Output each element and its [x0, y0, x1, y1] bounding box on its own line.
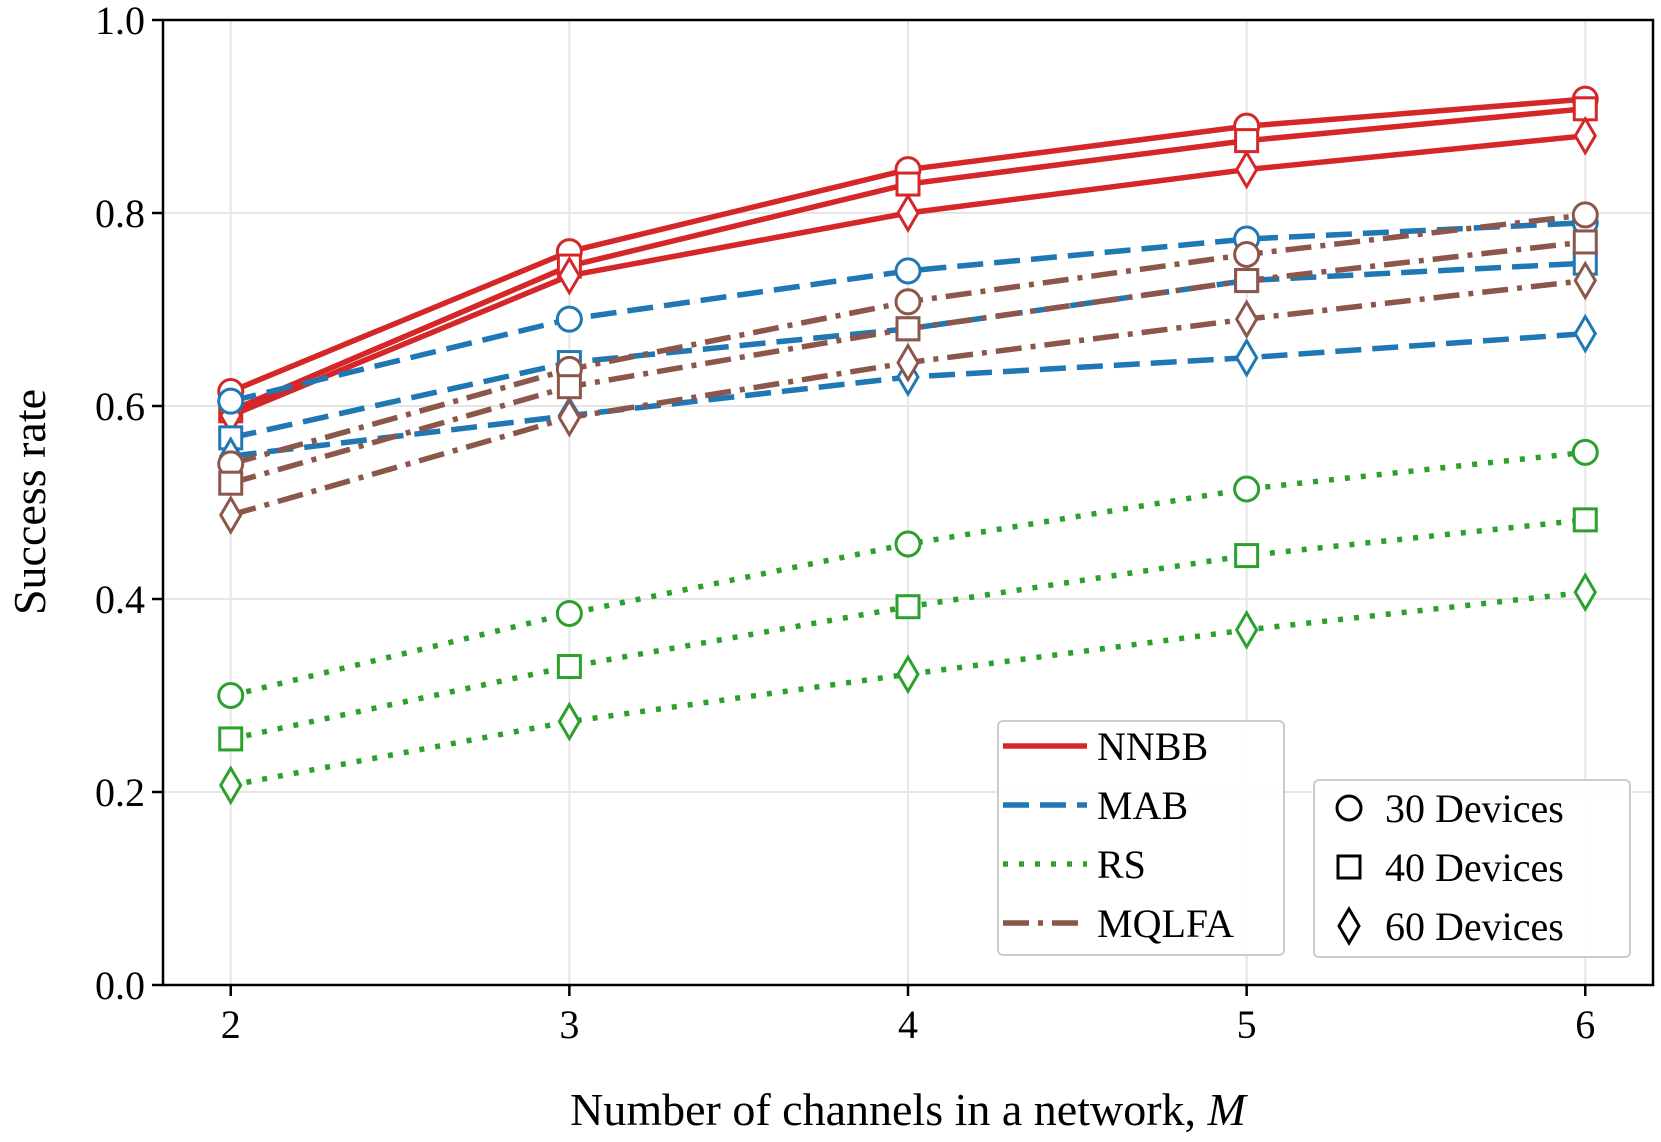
y-axis-label: Success rate — [4, 389, 55, 615]
data-point-mab-60 — [1234, 337, 1259, 378]
data-point-mqlfa-60 — [896, 342, 920, 383]
data-point-rs-40 — [218, 726, 244, 752]
data-point-rs-30 — [1233, 475, 1261, 503]
x-tick-label: 6 — [1575, 1002, 1595, 1047]
legend-marker-60 — [1337, 906, 1361, 946]
data-point-mab-30 — [217, 387, 245, 415]
data-point-rs-40 — [1234, 543, 1260, 569]
series-mqlfa — [217, 201, 1599, 536]
data-point-nnbb-40 — [1234, 128, 1260, 154]
legend-label-mab: MAB — [1097, 783, 1188, 828]
legend-methods-frame — [997, 720, 1285, 956]
y-tick-label: 0.6 — [95, 384, 145, 429]
legend-label-devices-60: 60 Devices — [1385, 904, 1564, 949]
data-point-mqlfa-40 — [1234, 268, 1260, 294]
data-point-rs-40 — [895, 594, 921, 620]
data-point-rs-60 — [218, 765, 243, 806]
data-point-rs-60 — [896, 654, 920, 695]
x-tick-label: 4 — [898, 1002, 918, 1047]
data-point-mqlfa-30 — [1571, 201, 1599, 229]
data-point-rs-60 — [557, 701, 582, 742]
series-group — [217, 85, 1599, 806]
legend-label-mqlfa: MQLFA — [1097, 901, 1234, 946]
x-tick-label: 5 — [1237, 1002, 1257, 1047]
ticks: 2 3 4 5 6 0.0 0.2 0.4 0.6 0.8 1.0 — [95, 0, 1595, 1047]
y-tick-label: 1.0 — [95, 0, 145, 43]
data-point-mab-60 — [1573, 313, 1598, 354]
data-point-mqlfa-30 — [1233, 240, 1261, 268]
data-point-mqlfa-60 — [1234, 299, 1259, 340]
y-tick-label: 0.2 — [95, 770, 145, 815]
data-point-nnbb-40 — [895, 171, 921, 197]
data-point-mqlfa-40 — [556, 374, 582, 400]
legend-label-devices-30: 30 Devices — [1385, 786, 1564, 831]
legend-label-rs: RS — [1097, 842, 1146, 887]
series-rs — [217, 438, 1599, 806]
data-point-mqlfa-40 — [218, 470, 244, 496]
legend-markers: 30 Devices 40 Devices 60 Devices — [1313, 779, 1631, 958]
legend-markers-frame — [1313, 779, 1631, 958]
data-point-mqlfa-60 — [1573, 260, 1598, 301]
data-point-nnbb-60 — [557, 255, 582, 296]
data-point-rs-40 — [1572, 507, 1598, 533]
legend-label-nnbb: NNBB — [1097, 724, 1208, 769]
legend-label-devices-40: 40 Devices — [1385, 845, 1564, 890]
data-point-rs-30 — [555, 599, 583, 627]
data-point-nnbb-60 — [1234, 149, 1259, 190]
data-point-mqlfa-40 — [1572, 229, 1598, 255]
y-tick-label: 0.8 — [95, 191, 145, 236]
data-point-mab-30 — [894, 257, 922, 285]
legend-marker-30 — [1335, 794, 1363, 822]
y-tick-label: 0.0 — [95, 963, 145, 1008]
data-point-nnbb-60 — [896, 193, 920, 233]
legend-marker-40 — [1336, 854, 1362, 880]
data-point-mqlfa-60 — [218, 495, 243, 536]
data-point-mab-30 — [555, 305, 583, 333]
data-point-rs-60 — [1573, 572, 1598, 613]
data-point-rs-30 — [894, 530, 922, 558]
series-nnbb — [217, 85, 1599, 436]
data-point-mqlfa-30 — [894, 288, 922, 316]
x-tick-label: 3 — [559, 1002, 579, 1047]
data-point-rs-40 — [556, 654, 582, 680]
x-axis-label: Number of channels in a network, M — [570, 1084, 1248, 1135]
data-point-mqlfa-40 — [895, 316, 921, 342]
data-point-nnbb-60 — [1573, 115, 1598, 156]
y-tick-label: 0.4 — [95, 577, 145, 622]
data-point-mqlfa-60 — [557, 397, 582, 438]
data-point-rs-60 — [1234, 609, 1259, 650]
legend-methods: NNBB MAB RS MQLFA — [997, 720, 1285, 956]
data-point-rs-30 — [217, 682, 245, 709]
data-point-rs-30 — [1571, 438, 1599, 466]
x-tick-label: 2 — [221, 1002, 241, 1047]
